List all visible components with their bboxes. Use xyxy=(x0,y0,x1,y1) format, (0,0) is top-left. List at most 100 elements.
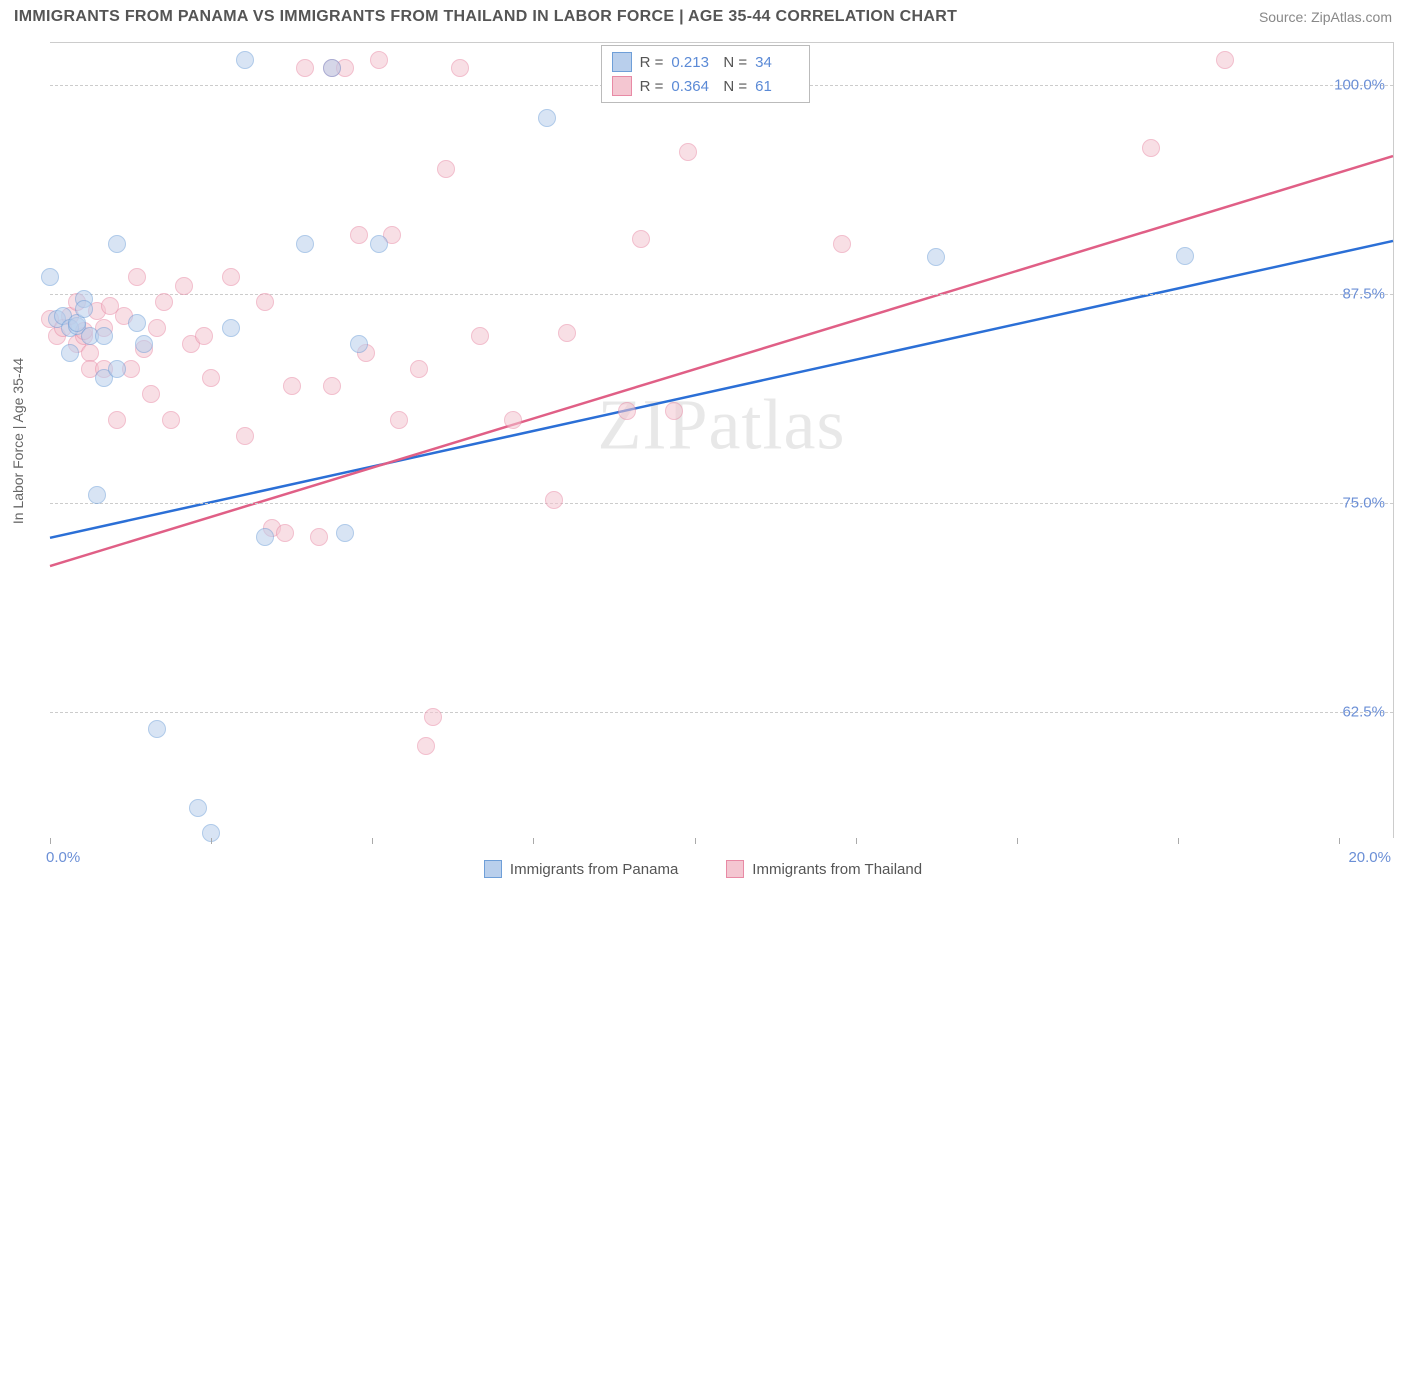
thailand-point xyxy=(195,327,213,345)
panama-point xyxy=(1176,247,1194,265)
r-label: R = xyxy=(640,54,664,71)
thailand-point xyxy=(1142,139,1160,157)
y-axis-label: In Labor Force | Age 35-44 xyxy=(10,357,26,523)
grid-line-h xyxy=(50,294,1393,295)
y-tick-label: 87.5% xyxy=(1342,286,1385,303)
panama-point xyxy=(323,59,341,77)
thailand-point xyxy=(471,327,489,345)
thailand-point xyxy=(665,402,683,420)
thailand-point xyxy=(424,708,442,726)
thailand-point xyxy=(108,411,126,429)
x-tick xyxy=(211,838,212,844)
thailand-point xyxy=(390,411,408,429)
correlation-legend: R = 0.213 N = 34 R = 0.364 N = 61 xyxy=(601,45,811,103)
thailand-point xyxy=(155,293,173,311)
x-tick xyxy=(372,838,373,844)
chart-title: IMMIGRANTS FROM PANAMA VS IMMIGRANTS FRO… xyxy=(14,8,957,26)
panama-point xyxy=(61,344,79,362)
panama-point xyxy=(222,319,240,337)
thailand-point xyxy=(323,377,341,395)
y-tick-label: 62.5% xyxy=(1342,704,1385,721)
trend-line xyxy=(50,156,1393,566)
n-label: N = xyxy=(723,54,747,71)
n-label: N = xyxy=(723,78,747,95)
panama-point xyxy=(336,524,354,542)
panama-point xyxy=(135,335,153,353)
panama-point xyxy=(236,51,254,69)
x-tick xyxy=(533,838,534,844)
chart-area: ZIPatlas 100.0%87.5%75.0%62.5% R = 0.213… xyxy=(50,42,1394,838)
grid-line-h xyxy=(50,503,1393,504)
thailand-point xyxy=(222,268,240,286)
thailand-point xyxy=(310,528,328,546)
panama-point xyxy=(256,528,274,546)
legend-swatch-thailand xyxy=(612,76,632,96)
legend-row-panama: R = 0.213 N = 34 xyxy=(612,50,800,74)
r-value-panama: 0.213 xyxy=(671,54,715,71)
thailand-point xyxy=(148,319,166,337)
thailand-point xyxy=(558,324,576,342)
thailand-point xyxy=(175,277,193,295)
panama-point xyxy=(538,109,556,127)
thailand-point xyxy=(276,524,294,542)
panama-point xyxy=(350,335,368,353)
series-legend: Immigrants from Panama Immigrants from T… xyxy=(0,860,1406,878)
panama-point xyxy=(41,268,59,286)
panama-point xyxy=(88,486,106,504)
panama-point xyxy=(95,327,113,345)
trend-lines xyxy=(50,43,1393,1386)
thailand-point xyxy=(162,411,180,429)
y-tick-label: 100.0% xyxy=(1334,76,1385,93)
panama-point xyxy=(370,235,388,253)
legend-label-panama: Immigrants from Panama xyxy=(510,861,678,878)
footer-swatch-panama xyxy=(484,860,502,878)
thailand-point xyxy=(632,230,650,248)
trend-line xyxy=(50,241,1393,538)
thailand-point xyxy=(236,427,254,445)
thailand-point xyxy=(142,385,160,403)
thailand-point xyxy=(833,235,851,253)
thailand-point xyxy=(618,402,636,420)
thailand-point xyxy=(410,360,428,378)
panama-point xyxy=(189,799,207,817)
x-tick xyxy=(856,838,857,844)
panama-point xyxy=(296,235,314,253)
thailand-point xyxy=(296,59,314,77)
thailand-point xyxy=(417,737,435,755)
thailand-point xyxy=(1216,51,1234,69)
x-tick xyxy=(1178,838,1179,844)
thailand-point xyxy=(128,268,146,286)
x-tick xyxy=(695,838,696,844)
n-value-panama: 34 xyxy=(755,54,799,71)
n-value-thailand: 61 xyxy=(755,78,799,95)
y-tick-label: 75.0% xyxy=(1342,495,1385,512)
panama-point xyxy=(108,235,126,253)
legend-label-thailand: Immigrants from Thailand xyxy=(752,861,922,878)
x-tick xyxy=(1017,838,1018,844)
legend-row-thailand: R = 0.364 N = 61 xyxy=(612,74,800,98)
r-value-thailand: 0.364 xyxy=(671,78,715,95)
panama-point xyxy=(75,300,93,318)
panama-point xyxy=(108,360,126,378)
legend-swatch-panama xyxy=(612,52,632,72)
legend-item-thailand: Immigrants from Thailand xyxy=(726,860,922,878)
thailand-point xyxy=(202,369,220,387)
panama-point xyxy=(148,720,166,738)
grid-line-h xyxy=(50,712,1393,713)
thailand-point xyxy=(283,377,301,395)
thailand-point xyxy=(350,226,368,244)
plot-area: ZIPatlas 100.0%87.5%75.0%62.5% xyxy=(50,43,1393,838)
x-tick xyxy=(50,838,51,844)
panama-point xyxy=(128,314,146,332)
panama-point xyxy=(927,248,945,266)
x-tick xyxy=(1339,838,1340,844)
thailand-point xyxy=(81,344,99,362)
thailand-point xyxy=(437,160,455,178)
r-label: R = xyxy=(640,78,664,95)
thailand-point xyxy=(370,51,388,69)
thailand-point xyxy=(256,293,274,311)
footer-swatch-thailand xyxy=(726,860,744,878)
source-label: Source: ZipAtlas.com xyxy=(1259,9,1392,25)
thailand-point xyxy=(504,411,522,429)
thailand-point xyxy=(679,143,697,161)
